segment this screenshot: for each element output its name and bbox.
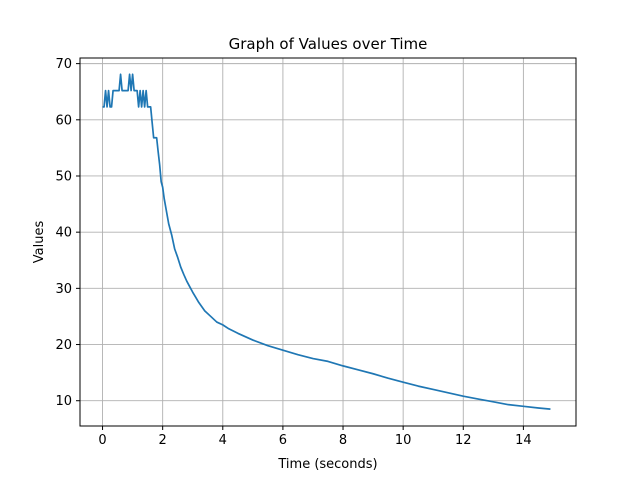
x-tick-label: 0: [98, 433, 106, 448]
x-tick-label: 10: [395, 433, 412, 448]
y-tick-label: 20: [55, 338, 72, 353]
x-axis-label: Time (seconds): [277, 457, 377, 472]
plot-frame: [79, 57, 577, 427]
y-tick-label: 30: [55, 282, 72, 297]
x-tick-label: 4: [219, 433, 227, 448]
y-axis-label: Values: [32, 221, 47, 264]
x-tick-label: 2: [159, 433, 167, 448]
y-tick-label: 50: [55, 169, 72, 184]
x-axis: 0 2 4 6 8 10 12 14: [98, 426, 532, 448]
y-tick-label: 10: [55, 394, 72, 409]
x-tick-label: 14: [515, 433, 532, 448]
series-line: [102, 73, 551, 410]
x-tick-label: 8: [339, 433, 347, 448]
x-tick-label: 6: [279, 433, 287, 448]
y-tick-label: 40: [55, 226, 72, 241]
y-tick-label: 60: [55, 113, 72, 128]
y-axis: 10 20 30 40 50 60 70: [55, 57, 80, 409]
series-layer: [102, 73, 551, 410]
x-tick-label: 12: [455, 433, 472, 448]
y-tick-label: 70: [55, 57, 72, 72]
chart-title: Graph of Values over Time: [229, 35, 428, 53]
grid: [80, 58, 576, 426]
